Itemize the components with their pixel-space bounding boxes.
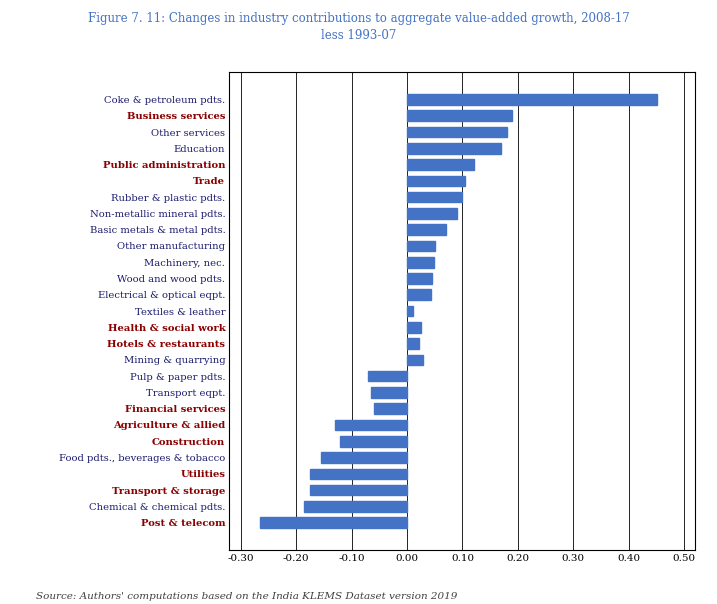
Bar [335, 420, 407, 430]
Bar [407, 273, 432, 284]
Bar [407, 224, 446, 235]
Bar [310, 485, 407, 495]
Bar [407, 257, 434, 268]
Bar [374, 403, 407, 414]
Bar [304, 501, 407, 512]
Bar [371, 387, 407, 398]
Bar [407, 176, 465, 186]
Bar [368, 371, 407, 382]
Text: Figure 7. 11: Changes in industry contributions to aggregate value-added growth,: Figure 7. 11: Changes in industry contri… [87, 12, 630, 42]
Bar [407, 208, 457, 219]
Bar [407, 338, 419, 349]
Bar [260, 518, 407, 528]
Bar [407, 143, 501, 153]
Bar [407, 289, 431, 300]
Bar [407, 127, 507, 137]
Bar [407, 94, 657, 104]
Text: Source: Authors' computations based on the India KLEMS Dataset version 2019: Source: Authors' computations based on t… [36, 592, 457, 601]
Bar [407, 159, 473, 170]
Bar [407, 192, 462, 202]
Bar [310, 469, 407, 479]
Bar [341, 436, 407, 446]
Bar [407, 240, 435, 251]
Bar [407, 322, 421, 333]
Bar [407, 111, 513, 121]
Bar [321, 452, 407, 463]
Bar [407, 355, 422, 365]
Bar [407, 306, 412, 316]
